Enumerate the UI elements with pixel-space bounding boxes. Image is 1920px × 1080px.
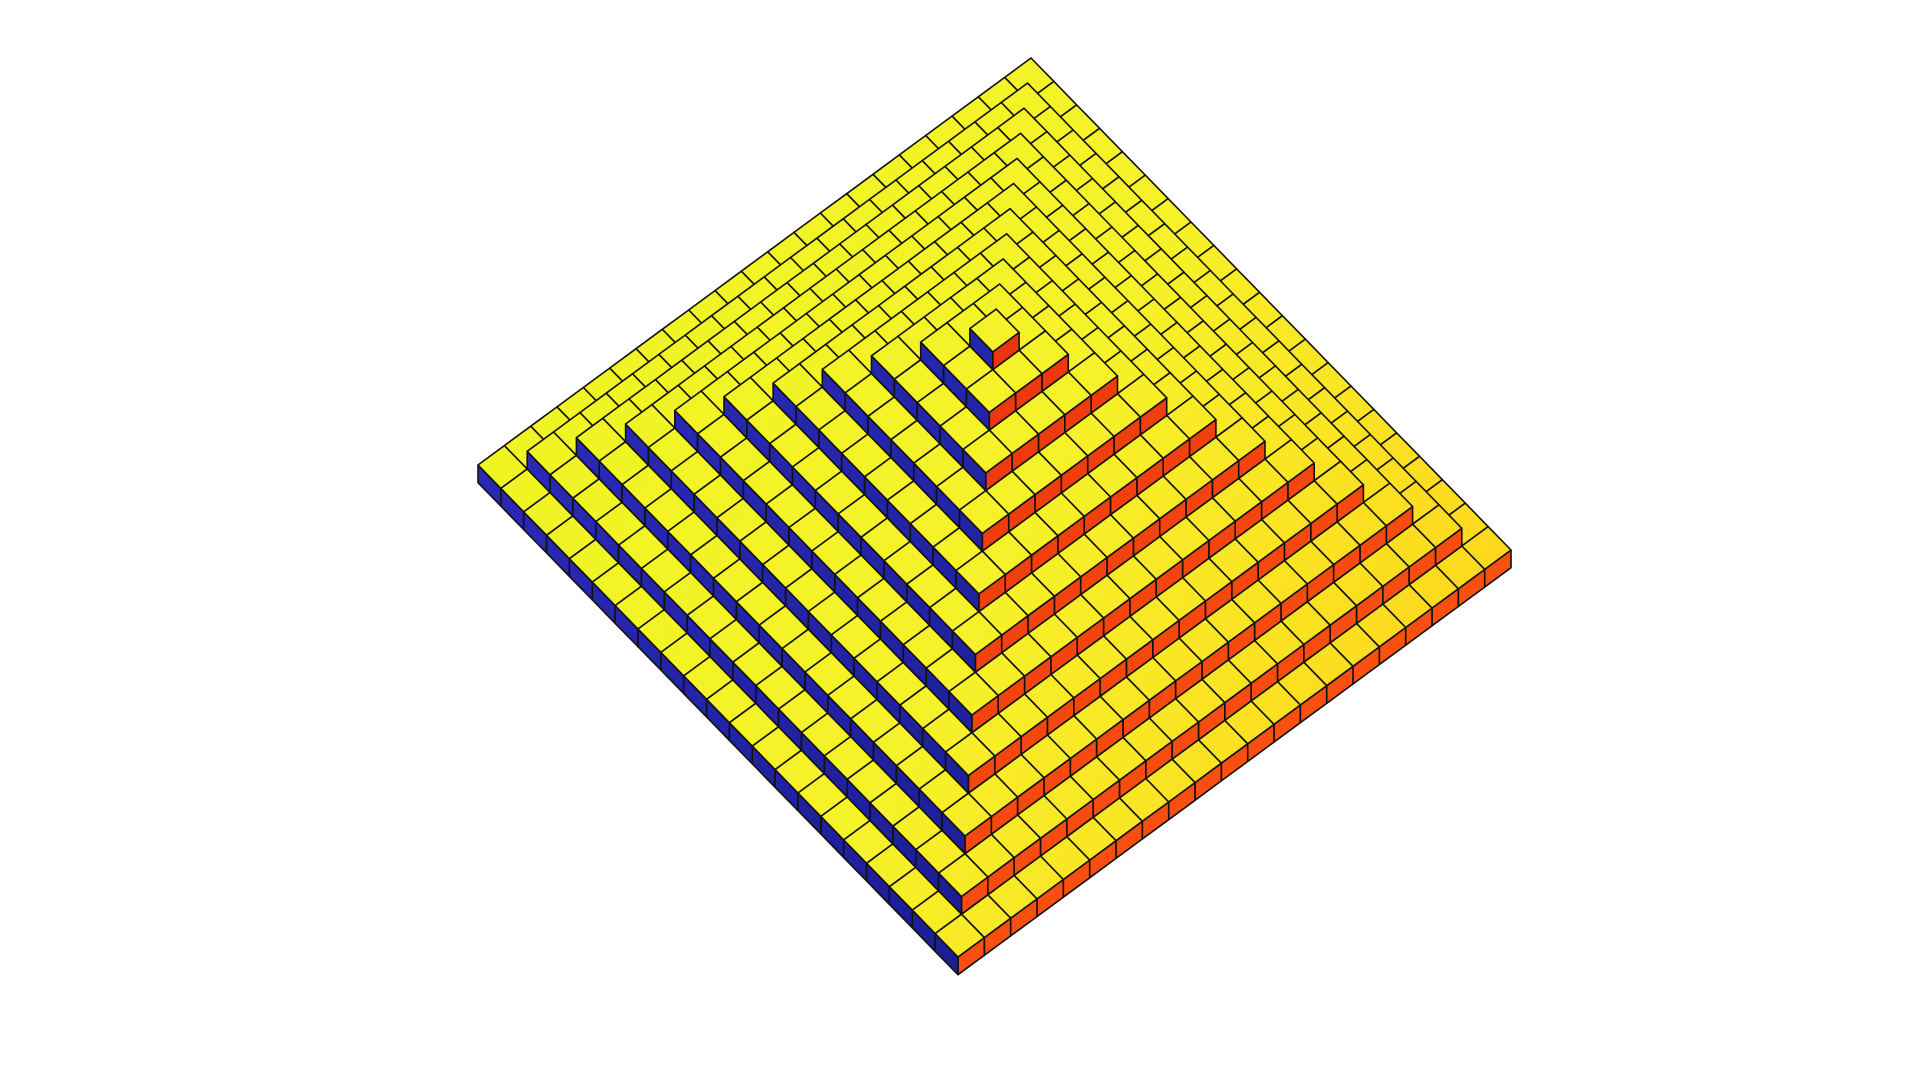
cube-top (965, 368, 1017, 414)
cube-top (955, 550, 1007, 595)
cube-top (969, 308, 1020, 353)
cube-top (937, 852, 989, 898)
cube-top (944, 731, 996, 777)
cube-top (948, 671, 1000, 716)
cube-top (958, 489, 1010, 535)
cube-top (951, 610, 1003, 656)
cube-top (941, 792, 993, 837)
cube-top (962, 429, 1013, 474)
cube-top (934, 913, 986, 958)
